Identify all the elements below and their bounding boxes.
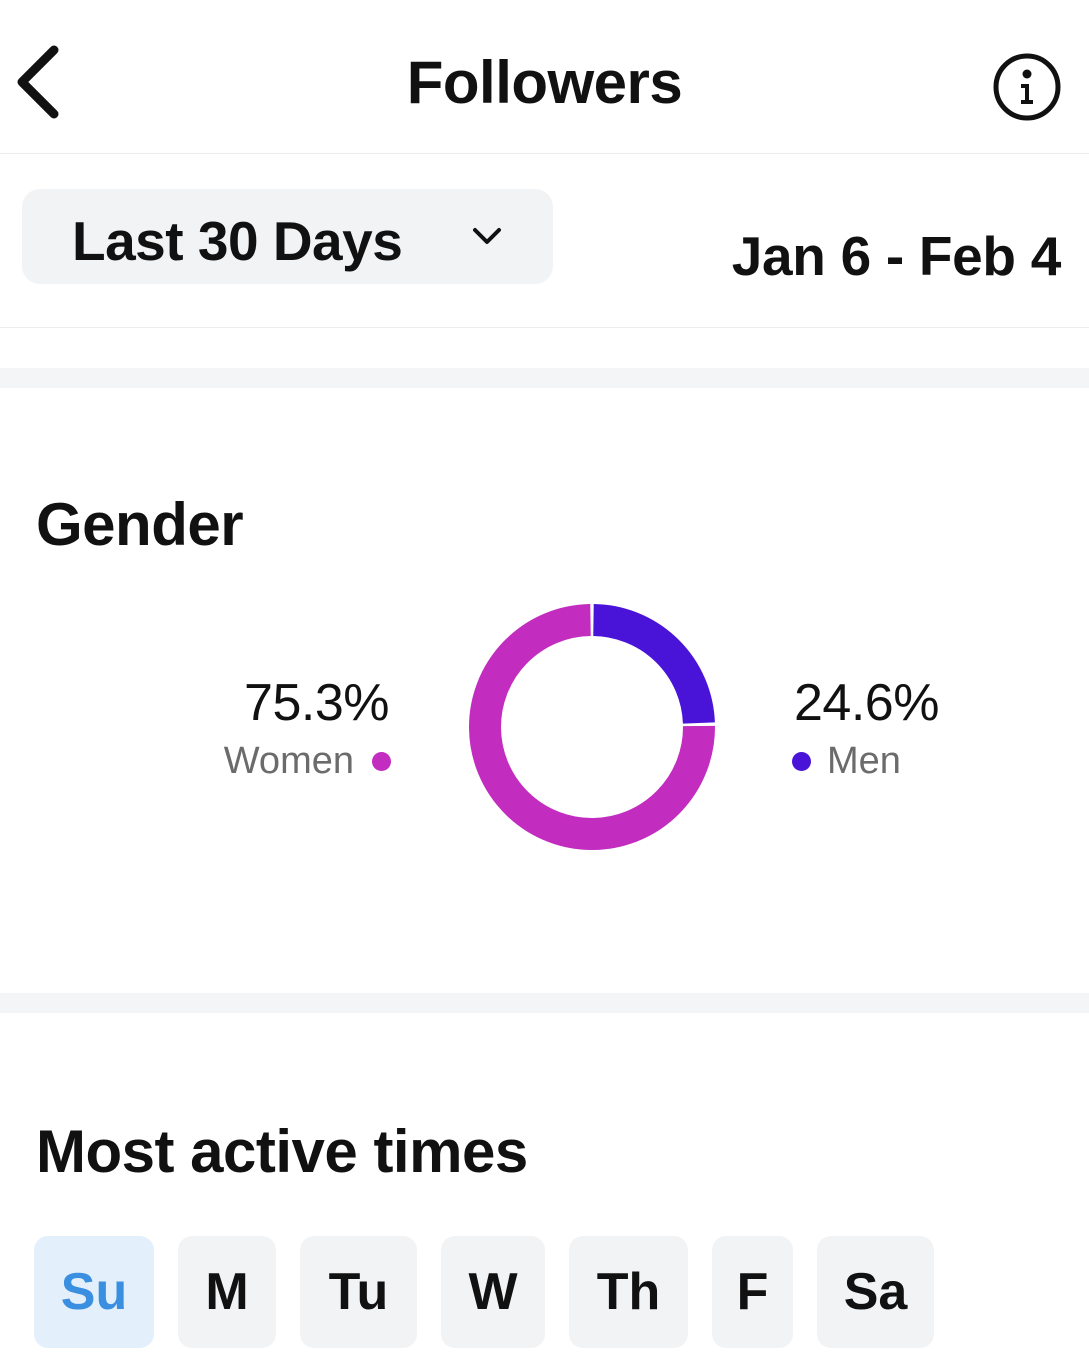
page-title: Followers [406,49,683,116]
donut-slice-men [592,604,715,725]
gender-section-title: Gender [36,491,244,558]
day-tab-th[interactable]: Th [569,1236,688,1348]
day-tab-tu[interactable]: Tu [300,1236,417,1348]
day-tab-sa[interactable]: Sa [817,1236,934,1348]
date-range-dropdown-label: Last 30 Days [72,210,403,272]
date-range-text: Jan 6 - Feb 4 [731,225,1062,287]
info-icon [993,53,1061,121]
top-bar: Followers [0,0,1089,154]
men-legend: Men [792,740,901,783]
day-tab-f[interactable]: F [712,1236,793,1348]
date-filter-row: Last 30 Days Jan 6 - Feb 4 [0,154,1089,328]
women-percentage: 75.3% [244,674,389,732]
section-divider [0,368,1089,388]
gender-donut-chart [469,604,715,850]
women-legend-label: Women [223,740,354,782]
date-range-dropdown[interactable]: Last 30 Days [22,189,553,284]
women-legend-dot [372,752,391,771]
back-button[interactable] [10,42,70,122]
chevron-down-icon [473,228,501,244]
info-button[interactable] [993,53,1061,121]
day-tab-w[interactable]: W [441,1236,545,1348]
chevron-left-icon [17,45,59,119]
day-tab-su[interactable]: Su [34,1236,154,1348]
men-legend-dot [792,752,811,771]
day-tab-m[interactable]: M [178,1236,276,1348]
section-divider [0,993,1089,1013]
men-legend-label: Men [827,740,901,782]
women-legend: Women [224,740,391,783]
most-active-times-title: Most active times [36,1118,528,1185]
men-percentage: 24.6% [794,674,939,732]
donut-slice-women [469,604,715,850]
